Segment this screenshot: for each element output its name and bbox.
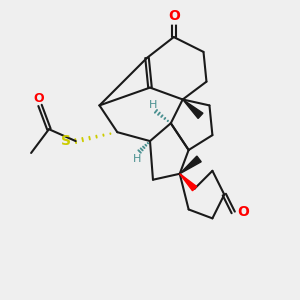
Polygon shape bbox=[183, 100, 203, 118]
Text: S: S bbox=[61, 134, 71, 148]
Text: O: O bbox=[33, 92, 44, 105]
Text: H: H bbox=[132, 154, 141, 164]
Text: O: O bbox=[168, 9, 180, 23]
Text: H: H bbox=[149, 100, 157, 110]
Polygon shape bbox=[180, 156, 201, 174]
Text: O: O bbox=[238, 206, 250, 219]
Polygon shape bbox=[180, 174, 197, 191]
